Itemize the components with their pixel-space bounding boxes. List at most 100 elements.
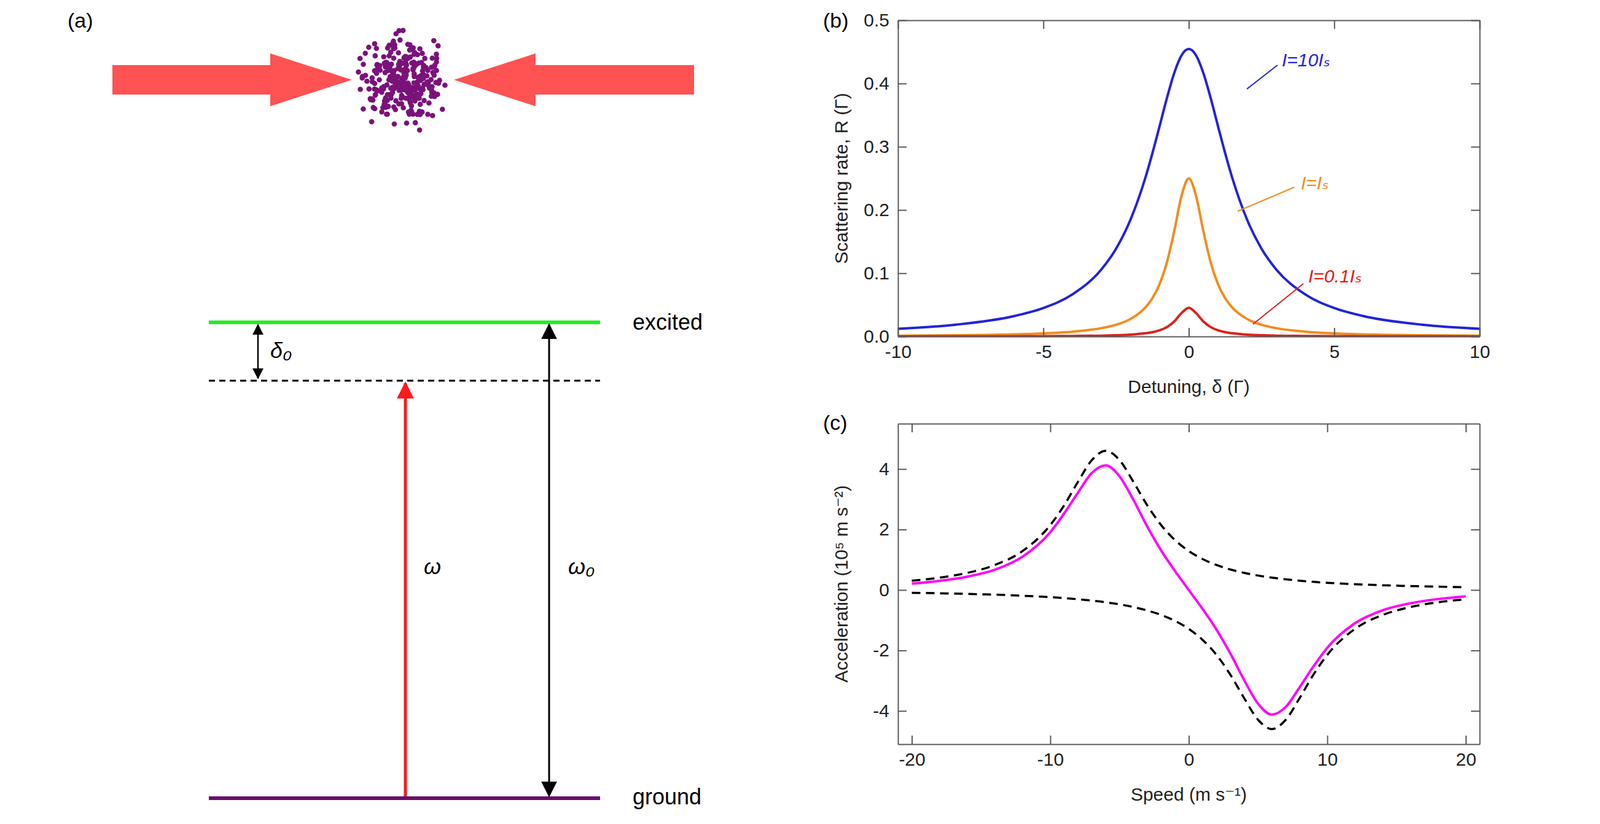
tick: [1471, 711, 1480, 712]
atom: [381, 101, 387, 108]
tick-mark: [1326, 423, 1328, 433]
atom: [425, 67, 431, 74]
atom: [360, 106, 367, 112]
atom: [417, 101, 424, 108]
atom: [431, 38, 437, 44]
atom: [417, 111, 424, 118]
tick-mark: [897, 468, 907, 470]
tick: -5: [1035, 327, 1053, 362]
atom: [406, 111, 413, 118]
tick: [1043, 20, 1045, 29]
atom: [364, 78, 370, 85]
atom: [426, 100, 432, 107]
excited-level: [208, 320, 601, 325]
x-axis-title: Detuning, δ (Γ): [1127, 376, 1250, 397]
tick-mark: [897, 710, 907, 712]
tick: 5: [1329, 327, 1340, 362]
tick-mark: [1042, 327, 1045, 337]
tick: 4: [878, 458, 907, 480]
tick-mark: [1471, 710, 1480, 712]
laser-beam-head: [453, 53, 536, 107]
atom: [377, 63, 383, 69]
atom: [382, 70, 389, 76]
atom: [434, 91, 441, 98]
tick: 20: [1455, 735, 1476, 770]
tick-mark: [1471, 529, 1480, 531]
tick: [1471, 469, 1480, 470]
tick-label: 10: [1469, 341, 1491, 362]
tick: [1471, 336, 1480, 338]
tick-mark: [1188, 423, 1190, 433]
tick-label: 0.1: [863, 262, 890, 284]
tick-mark: [897, 529, 907, 531]
ground-level: [208, 796, 601, 801]
atom: [425, 111, 431, 118]
atom: [393, 31, 399, 37]
atom: [432, 62, 438, 69]
atom: [376, 77, 383, 83]
tick-mark: [911, 735, 913, 745]
tick-mark: [897, 146, 907, 149]
figure: (a)δ₀ωω₀excitedground(b)-10-505100.00.10…: [0, 0, 1600, 824]
tick-label: 0: [1184, 341, 1195, 362]
atom: [389, 78, 395, 85]
atom: [429, 55, 436, 61]
tick-label: 0.3: [863, 136, 890, 157]
atom: [381, 54, 387, 60]
tick-mark: [1465, 423, 1467, 433]
atom: [372, 81, 378, 87]
tick: 0.3: [863, 136, 907, 157]
atom: [397, 37, 403, 43]
axis-line: [897, 424, 900, 746]
tick-mark: [911, 423, 913, 433]
series-label: I=10Iₛ: [1281, 49, 1331, 71]
plot-lines: [897, 49, 1480, 337]
laser-beam: [535, 65, 695, 95]
atom: [412, 120, 419, 126]
tick: [1471, 273, 1480, 274]
atom: [429, 113, 436, 119]
tick-label: 0: [878, 579, 890, 601]
atom: [411, 71, 418, 77]
atom: [404, 54, 410, 60]
atom: [360, 61, 367, 67]
detuning-label: δ₀: [270, 337, 292, 363]
tick-label: 0.4: [863, 73, 890, 94]
tick-mark: [897, 589, 907, 591]
tick-mark: [1471, 650, 1480, 652]
tick: -4: [872, 700, 907, 722]
chart-panel: (c)-20-1001020-4-2024Speed (m s⁻¹)Accele…: [823, 410, 1481, 805]
atom: [412, 49, 418, 56]
atom: [359, 73, 366, 80]
atom: [372, 41, 378, 47]
atom: [435, 42, 441, 49]
atom: [414, 95, 421, 101]
panel-label: (c): [823, 410, 848, 435]
atom: [405, 80, 411, 86]
axis-line: [897, 20, 900, 338]
excited-label: excited: [632, 309, 703, 335]
atom: [415, 74, 422, 81]
tick: [1471, 529, 1480, 531]
atom: [412, 60, 418, 67]
series-label: I=0.1Iₛ: [1308, 265, 1362, 287]
atom: [433, 67, 440, 74]
tick-mark: [897, 273, 907, 275]
atom: [372, 92, 379, 99]
tick-mark: [1188, 735, 1190, 745]
tick: -2: [872, 640, 907, 661]
series-line: [897, 307, 1480, 337]
tick-label: 10: [1317, 749, 1338, 770]
atom: [381, 60, 387, 67]
atom: [399, 101, 405, 107]
tick: [1471, 83, 1480, 85]
atom: [418, 90, 424, 97]
tick-mark: [1334, 20, 1336, 29]
tick: 0.1: [863, 262, 907, 284]
tick-label: 2: [878, 519, 890, 540]
tick: [1327, 423, 1328, 433]
tick: [1189, 20, 1190, 29]
y-axis-title: Acceleration (10⁵ m s⁻²): [831, 485, 852, 683]
tick-mark: [897, 650, 907, 652]
panel-label: (b): [823, 8, 849, 32]
